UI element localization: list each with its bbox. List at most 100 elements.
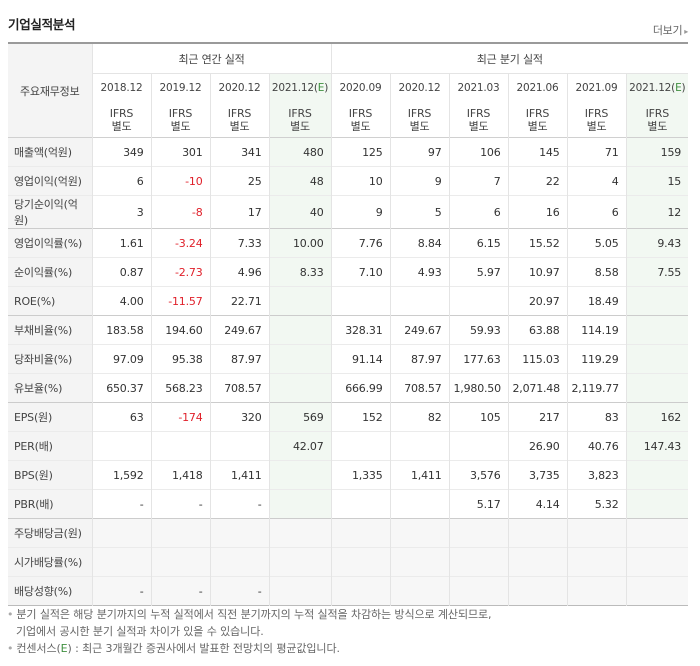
table-row: 영업이익률(%) 1.61 -3.24 7.33 10.00 7.76 8.84 6.15 15… (8, 228, 689, 258)
value-cell: 4.96 (210, 257, 270, 287)
value-cell: 177.63 (449, 344, 509, 374)
value-cell: 1,418 (151, 460, 211, 490)
footnote-2-e: E (60, 642, 68, 655)
value-cell: -3.24 (151, 228, 211, 258)
ifrs-label: IFRS (525, 106, 550, 120)
ifrs-head-8: IFRS 별도 (567, 102, 627, 138)
value-cell: 3,735 (508, 460, 568, 490)
row-label: 부채비율(%) (8, 315, 93, 345)
value-cell: 18.49 (567, 286, 627, 316)
value-cell: - (151, 576, 211, 606)
label-column-head: 주요재무정보 (8, 43, 93, 138)
footnote-1-cont-text: 기업에서 공시한 분기 실적과 차이가 있을 수 있습니다. (16, 625, 264, 638)
value-cell: 6 (92, 166, 152, 196)
value-cell: 569 (269, 402, 332, 432)
standalone-label: 별도 (229, 119, 250, 133)
standalone-label: 별도 (468, 119, 489, 133)
value-cell: 125 (331, 137, 391, 167)
value-cell: 301 (151, 137, 211, 167)
value-cell: 114.19 (567, 315, 627, 345)
table-row: 당좌비율(%) 97.09 95.38 87.97 91.14 87.97 177.63 11… (8, 344, 689, 374)
ifrs-label: IFRS (348, 106, 373, 120)
value-cell: 10 (331, 166, 391, 196)
value-cell (269, 576, 332, 606)
value-cell: 5 (390, 195, 450, 229)
value-cell: 568.23 (151, 373, 211, 403)
bullet-icon: • (7, 642, 14, 655)
ifrs-label: IFRS (109, 106, 134, 120)
table-row: PBR(배) - - -5.17 4.14 5.32 (8, 489, 689, 519)
period-head-9: 2021.12(E) (626, 73, 689, 102)
value-cell: 10.00 (269, 228, 332, 258)
value-cell: 106 (449, 137, 509, 167)
table-row: 주당배당금(원) (8, 518, 689, 548)
bullet-icon: • (7, 608, 14, 621)
value-cell: 5.17 (449, 489, 509, 519)
row-label: PBR(배) (8, 489, 93, 519)
value-cell: 91.14 (331, 344, 391, 374)
header-row-groups: 주요재무정보 최근 연간 실적 최근 분기 실적 (8, 43, 689, 138)
header-row-ifrs: IFRS 별도 IFRS 별도 IFRS 별도 IFRS 별도 IFRS 별도 IFRS 별도 IFRS… (8, 102, 689, 138)
table-row: 배당성향(%) - - - (8, 576, 689, 606)
value-cell (269, 344, 332, 374)
value-cell (210, 518, 270, 548)
row-label: BPS(원) (8, 460, 93, 490)
value-cell: 8.33 (269, 257, 332, 287)
row-label: PER(배) (8, 431, 93, 461)
value-cell (567, 518, 627, 548)
value-cell (269, 547, 332, 577)
value-cell: 328.31 (331, 315, 391, 345)
period-head-2: 2020.12 (210, 73, 270, 102)
value-cell (567, 547, 627, 577)
value-cell: 26.90 (508, 431, 568, 461)
table-row: ROE(%) 4.00 -11.57 22.71 20.97 18.49 (8, 286, 689, 316)
table-body: 매출액(억원) 349 301 341 480 125 97 106 145 71 159 영업이익(… (8, 137, 689, 606)
value-cell: 7 (449, 166, 509, 196)
row-label: 유보율(%) (8, 373, 93, 403)
value-cell: 105 (449, 402, 509, 432)
value-cell (390, 518, 450, 548)
value-cell: - (151, 489, 211, 519)
value-cell: 1,980.50 (449, 373, 509, 403)
value-cell: 152 (331, 402, 391, 432)
value-cell: 147.43 (626, 431, 689, 461)
value-cell (449, 576, 509, 606)
value-cell (269, 373, 332, 403)
value-cell: 6.15 (449, 228, 509, 258)
value-cell: 145 (508, 137, 568, 167)
more-link[interactable]: 더보기 ▸ (653, 22, 688, 38)
value-cell: - (92, 576, 152, 606)
row-label: 시가배당률(%) (8, 547, 93, 577)
value-cell: 4.14 (508, 489, 568, 519)
value-cell: 12 (626, 195, 689, 229)
ifrs-head-7: IFRS 별도 (508, 102, 568, 138)
value-cell: 349 (92, 137, 152, 167)
value-cell: 4 (567, 166, 627, 196)
ifrs-head-6: IFRS 별도 (449, 102, 509, 138)
value-cell: 87.97 (390, 344, 450, 374)
financial-table-wrap: 주요재무정보 최근 연간 실적 최근 분기 실적 2018.12 2019.12 2… (8, 42, 689, 606)
value-cell (626, 460, 689, 490)
value-cell: 3,576 (449, 460, 509, 490)
value-cell: 83 (567, 402, 627, 432)
value-cell (269, 460, 332, 490)
footnote-1: • 분기 실적은 해당 분기까지의 누적 실적에서 직전 분기까지의 누적 실적을… (7, 606, 693, 623)
value-cell: 1,411 (390, 460, 450, 490)
value-cell: 82 (390, 402, 450, 432)
value-cell: 97 (390, 137, 450, 167)
section-title: 기업실적분석 (8, 17, 76, 32)
value-cell: 40 (269, 195, 332, 229)
value-cell (331, 286, 391, 316)
value-cell: 1,411 (210, 460, 270, 490)
value-cell (331, 489, 391, 519)
value-cell (508, 518, 568, 548)
value-cell: 249.67 (210, 315, 270, 345)
value-cell (331, 547, 391, 577)
value-cell (331, 518, 391, 548)
value-cell (390, 286, 450, 316)
value-cell: 7.33 (210, 228, 270, 258)
ifrs-label: IFRS (584, 106, 609, 120)
value-cell: 4.00 (92, 286, 152, 316)
standalone-label: 별도 (527, 119, 548, 133)
value-cell (151, 431, 211, 461)
